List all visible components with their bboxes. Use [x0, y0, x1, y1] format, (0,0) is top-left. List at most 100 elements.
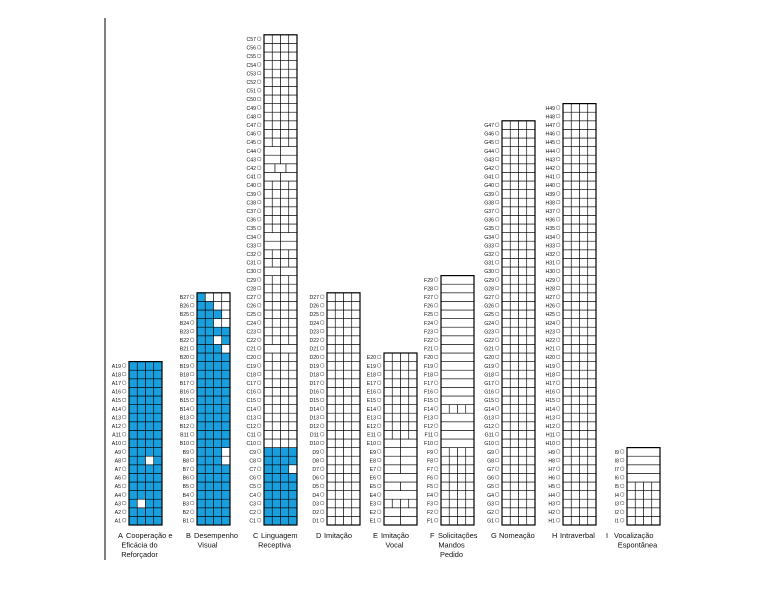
cell-c28-3 [280, 283, 290, 294]
cell-c39-3 [280, 189, 290, 199]
cell-g35-4 [526, 223, 536, 233]
cell-d3-4 [351, 498, 361, 509]
cell-b18-4 [221, 369, 231, 380]
cell-g22-4 [526, 335, 536, 345]
cell-g16-1 [501, 387, 511, 397]
checkbox-icon [556, 415, 561, 420]
cell-c41-2 [280, 172, 298, 182]
checkbox-icon [122, 372, 127, 377]
cell-c45-4 [288, 137, 298, 147]
checkbox-icon [257, 432, 262, 437]
cell-b6-4 [221, 473, 231, 483]
cell-b16-2 [204, 387, 214, 397]
cell-c38-3 [280, 197, 290, 208]
level-label: C8 [249, 458, 256, 464]
cell-d3-2 [334, 498, 344, 509]
checkbox-icon [122, 492, 127, 497]
cell-c24-3 [280, 318, 290, 328]
cell-g33-1 [501, 240, 511, 251]
level-label: F9 [427, 450, 433, 456]
cell-g1-2 [509, 516, 519, 526]
level-label: G16 [484, 390, 494, 396]
cell-d10-1 [326, 438, 336, 448]
cell-g32-2 [509, 249, 519, 259]
cell-c26-2 [271, 301, 281, 311]
cell-d8-4 [351, 455, 361, 466]
checkbox-icon [257, 492, 262, 497]
checkbox-icon [495, 406, 500, 411]
cell-c50-1 [263, 94, 273, 104]
cell-a12-4 [153, 421, 163, 431]
cell-c37-4 [288, 206, 298, 216]
cell-h35-1 [562, 223, 572, 233]
cell-b2-3 [213, 507, 223, 517]
cell-b6-1 [196, 473, 206, 483]
cell-c32-3 [280, 249, 290, 259]
cell-h4-3 [579, 490, 589, 500]
cell-c4-2 [271, 490, 281, 500]
cell-c53-4 [288, 68, 298, 79]
cell-h36-3 [579, 215, 589, 225]
cell-e1-2 [400, 516, 418, 526]
checkbox-icon [556, 105, 561, 110]
cell-g30-3 [518, 266, 528, 276]
checkbox-icon [190, 346, 195, 351]
level-label: C44 [246, 149, 256, 155]
cell-i1-1 [626, 516, 636, 526]
cell-h9-4 [587, 447, 597, 457]
level-label: D25 [309, 312, 319, 318]
cell-d2-1 [326, 507, 336, 517]
cell-g9-1 [501, 447, 511, 457]
cell-g43-4 [526, 154, 536, 165]
cell-g5-1 [501, 481, 511, 491]
level-label: H32 [545, 252, 555, 258]
cell-c46-2 [271, 129, 281, 139]
checkbox-icon [257, 380, 262, 385]
checkbox-icon [257, 243, 262, 248]
cell-a18-3 [145, 369, 155, 380]
domain-letter: G [491, 531, 497, 540]
level-label: I9 [615, 450, 619, 456]
cell-f2-4 [465, 507, 475, 517]
cell-d13-2 [334, 412, 344, 423]
level-label: C33 [246, 243, 256, 249]
cell-h9-1 [562, 447, 572, 457]
checkbox-icon [122, 415, 127, 420]
cell-c52-3 [280, 77, 290, 87]
checkbox-icon [495, 483, 500, 488]
cell-h27-1 [562, 292, 572, 302]
cell-h38-4 [587, 197, 597, 208]
cell-g40-1 [501, 180, 511, 190]
cell-b25-4 [221, 309, 231, 319]
level-label: H41 [545, 175, 555, 181]
checkbox-icon [257, 251, 262, 256]
cell-h42-4 [587, 163, 597, 173]
cell-h33-2 [570, 240, 580, 251]
cell-c47-3 [280, 120, 290, 130]
cell-g9-4 [526, 447, 536, 457]
cell-h11-1 [562, 430, 572, 440]
checkbox-icon [556, 475, 561, 480]
cell-e19-2 [391, 361, 401, 371]
checkbox-icon [190, 483, 195, 488]
cell-d12-1 [326, 421, 336, 431]
cell-h39-1 [562, 189, 572, 199]
cell-h6-3 [579, 473, 589, 483]
cell-g11-2 [509, 430, 519, 440]
level-label: G32 [484, 252, 494, 258]
checkbox-icon [434, 449, 439, 454]
cell-c57-3 [280, 34, 290, 44]
cell-h40-4 [587, 180, 597, 190]
cell-d7-3 [343, 464, 353, 474]
cell-c51-1 [263, 86, 273, 96]
checkbox-icon [320, 440, 325, 445]
level-label: C14 [246, 407, 256, 413]
cell-g10-2 [509, 438, 519, 448]
cell-b11-3 [213, 430, 223, 440]
level-label: H35 [545, 226, 555, 232]
cell-a9-2 [136, 447, 146, 457]
cell-g40-4 [526, 180, 536, 190]
cell-h7-1 [562, 464, 572, 474]
cell-e4-1 [383, 490, 418, 500]
cell-g40-2 [509, 180, 519, 190]
